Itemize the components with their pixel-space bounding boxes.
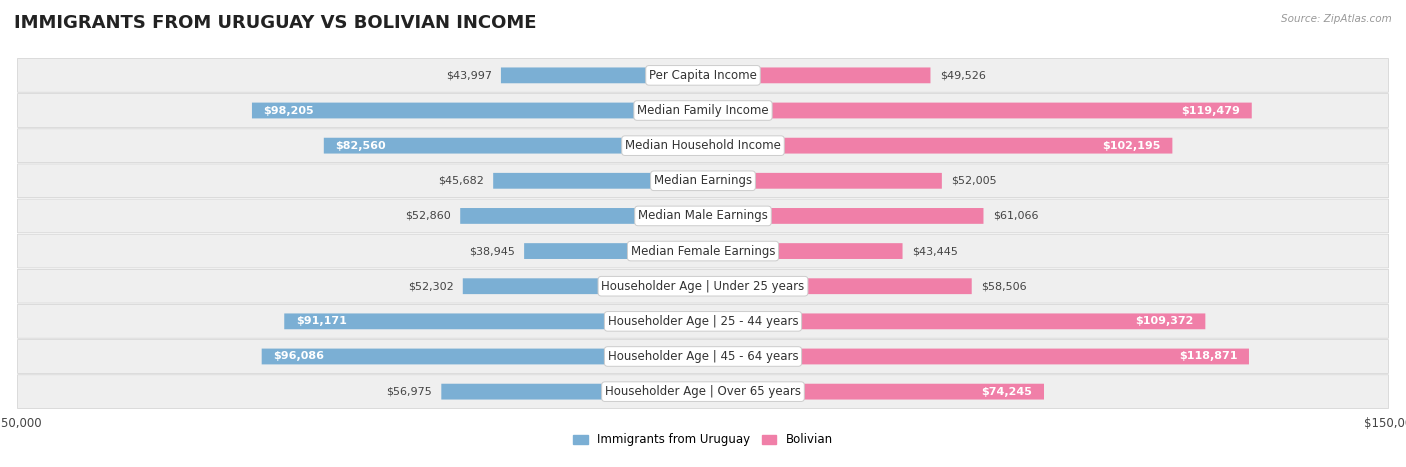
Text: $61,066: $61,066 [993,211,1038,221]
FancyBboxPatch shape [703,384,1045,400]
FancyBboxPatch shape [17,164,1389,198]
Text: $102,195: $102,195 [1102,141,1161,151]
Text: $96,086: $96,086 [273,352,325,361]
Text: $56,975: $56,975 [387,387,432,396]
FancyBboxPatch shape [703,67,931,83]
FancyBboxPatch shape [17,199,1389,233]
FancyBboxPatch shape [460,208,703,224]
Text: Per Capita Income: Per Capita Income [650,69,756,82]
FancyBboxPatch shape [441,384,703,400]
FancyBboxPatch shape [284,313,703,329]
Text: $119,479: $119,479 [1181,106,1240,115]
Text: Householder Age | 25 - 44 years: Householder Age | 25 - 44 years [607,315,799,328]
FancyBboxPatch shape [323,138,703,154]
Text: $98,205: $98,205 [263,106,314,115]
Text: $82,560: $82,560 [335,141,385,151]
Text: $52,302: $52,302 [408,281,454,291]
FancyBboxPatch shape [703,313,1205,329]
Text: $43,997: $43,997 [446,71,492,80]
FancyBboxPatch shape [463,278,703,294]
Text: Source: ZipAtlas.com: Source: ZipAtlas.com [1281,14,1392,24]
FancyBboxPatch shape [524,243,703,259]
Text: Median Household Income: Median Household Income [626,139,780,152]
FancyBboxPatch shape [703,208,983,224]
Text: $118,871: $118,871 [1180,352,1237,361]
Text: $74,245: $74,245 [981,387,1032,396]
Text: $52,860: $52,860 [405,211,451,221]
FancyBboxPatch shape [17,234,1389,268]
Text: $58,506: $58,506 [981,281,1026,291]
Text: Median Female Earnings: Median Female Earnings [631,245,775,258]
FancyBboxPatch shape [17,129,1389,163]
FancyBboxPatch shape [703,243,903,259]
Text: Householder Age | Over 65 years: Householder Age | Over 65 years [605,385,801,398]
FancyBboxPatch shape [17,94,1389,127]
Text: $49,526: $49,526 [939,71,986,80]
Legend: Immigrants from Uruguay, Bolivian: Immigrants from Uruguay, Bolivian [568,429,838,451]
FancyBboxPatch shape [17,375,1389,409]
Text: $45,682: $45,682 [439,176,484,186]
Text: $43,445: $43,445 [911,246,957,256]
FancyBboxPatch shape [703,278,972,294]
FancyBboxPatch shape [17,304,1389,338]
FancyBboxPatch shape [262,348,703,364]
FancyBboxPatch shape [494,173,703,189]
FancyBboxPatch shape [17,269,1389,303]
Text: Householder Age | Under 25 years: Householder Age | Under 25 years [602,280,804,293]
FancyBboxPatch shape [703,348,1249,364]
FancyBboxPatch shape [17,340,1389,373]
FancyBboxPatch shape [703,138,1173,154]
Text: $38,945: $38,945 [470,246,515,256]
Text: Median Male Earnings: Median Male Earnings [638,209,768,222]
Text: Median Family Income: Median Family Income [637,104,769,117]
FancyBboxPatch shape [703,173,942,189]
FancyBboxPatch shape [501,67,703,83]
Text: Median Earnings: Median Earnings [654,174,752,187]
FancyBboxPatch shape [17,58,1389,92]
Text: Householder Age | 45 - 64 years: Householder Age | 45 - 64 years [607,350,799,363]
Text: $109,372: $109,372 [1136,316,1194,326]
Text: $91,171: $91,171 [295,316,347,326]
FancyBboxPatch shape [703,103,1251,119]
FancyBboxPatch shape [252,103,703,119]
Text: $52,005: $52,005 [950,176,997,186]
Text: IMMIGRANTS FROM URUGUAY VS BOLIVIAN INCOME: IMMIGRANTS FROM URUGUAY VS BOLIVIAN INCO… [14,14,537,32]
